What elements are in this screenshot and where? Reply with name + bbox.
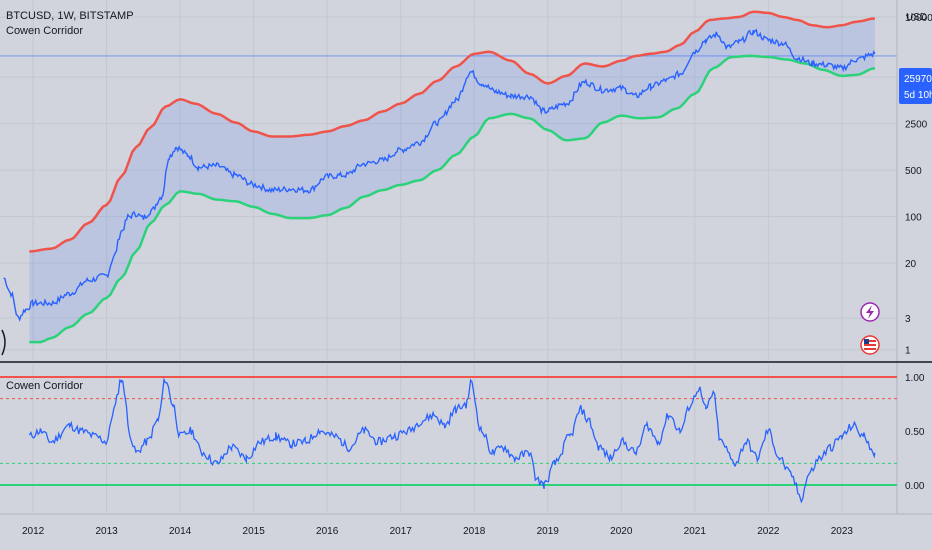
price-axis-unit: USD xyxy=(906,12,927,23)
price-tick-label: 20 xyxy=(905,259,917,270)
symbol-title: BTCUSD, 1W, BITSTAMP xyxy=(6,10,134,22)
price-tick-label: 100 xyxy=(905,213,922,224)
time-tick-label: 2021 xyxy=(684,526,707,537)
bar-countdown: 5d 10h xyxy=(904,90,932,101)
osc-tick-label: 0.50 xyxy=(905,427,925,438)
oscillator-axis-ticks[interactable]: 1.00 0.50 0.00 xyxy=(905,373,925,492)
sub-indicator-label[interactable]: Cowen Corridor xyxy=(6,380,83,392)
last-price-value: 25970 xyxy=(904,74,932,85)
time-tick-label: 2023 xyxy=(831,526,854,537)
time-tick-label: 2013 xyxy=(95,526,118,537)
osc-tick-label: 1.00 xyxy=(905,373,925,384)
time-tick-label: 2012 xyxy=(22,526,45,537)
osc-tick-label: 0.00 xyxy=(905,481,925,492)
lightning-icon[interactable] xyxy=(860,302,880,322)
time-tick-label: 2018 xyxy=(463,526,486,537)
time-tick-label: 2017 xyxy=(390,526,413,537)
upper-band-line xyxy=(29,10,876,253)
time-tick-label: 2019 xyxy=(537,526,560,537)
lower-band-line xyxy=(29,54,876,344)
time-tick-label: 2016 xyxy=(316,526,339,537)
price-axis-ticks[interactable]: 1000001250025005001002031 xyxy=(905,13,932,357)
time-tick-label: 2015 xyxy=(243,526,266,537)
oscillator-line xyxy=(28,377,876,504)
time-tick-label: 2014 xyxy=(169,526,192,537)
price-tick-label: 100000 xyxy=(905,13,932,24)
price-tick-label: 3 xyxy=(905,314,911,325)
main-pane-grid xyxy=(0,0,897,360)
time-tick-label: 2022 xyxy=(757,526,780,537)
oscillator-grid xyxy=(32,364,843,512)
us-flag-icon[interactable] xyxy=(860,335,880,355)
price-tick-label: 2500 xyxy=(905,120,928,131)
corridor-fill xyxy=(29,11,875,343)
price-line xyxy=(3,28,876,322)
last-price-label[interactable]: 25970 5d 10h xyxy=(899,68,932,104)
time-axis-ticks[interactable]: 2012 2013 2014 2015 2016 2017 2018 2019 2020 2021… xyxy=(22,526,853,537)
time-tick-label: 2020 xyxy=(610,526,633,537)
price-tick-label: 500 xyxy=(905,166,922,177)
price-tick-label: 1 xyxy=(905,346,911,357)
scroll-handle-icon[interactable] xyxy=(1,329,6,356)
main-indicator-label[interactable]: Cowen Corridor xyxy=(6,25,83,37)
